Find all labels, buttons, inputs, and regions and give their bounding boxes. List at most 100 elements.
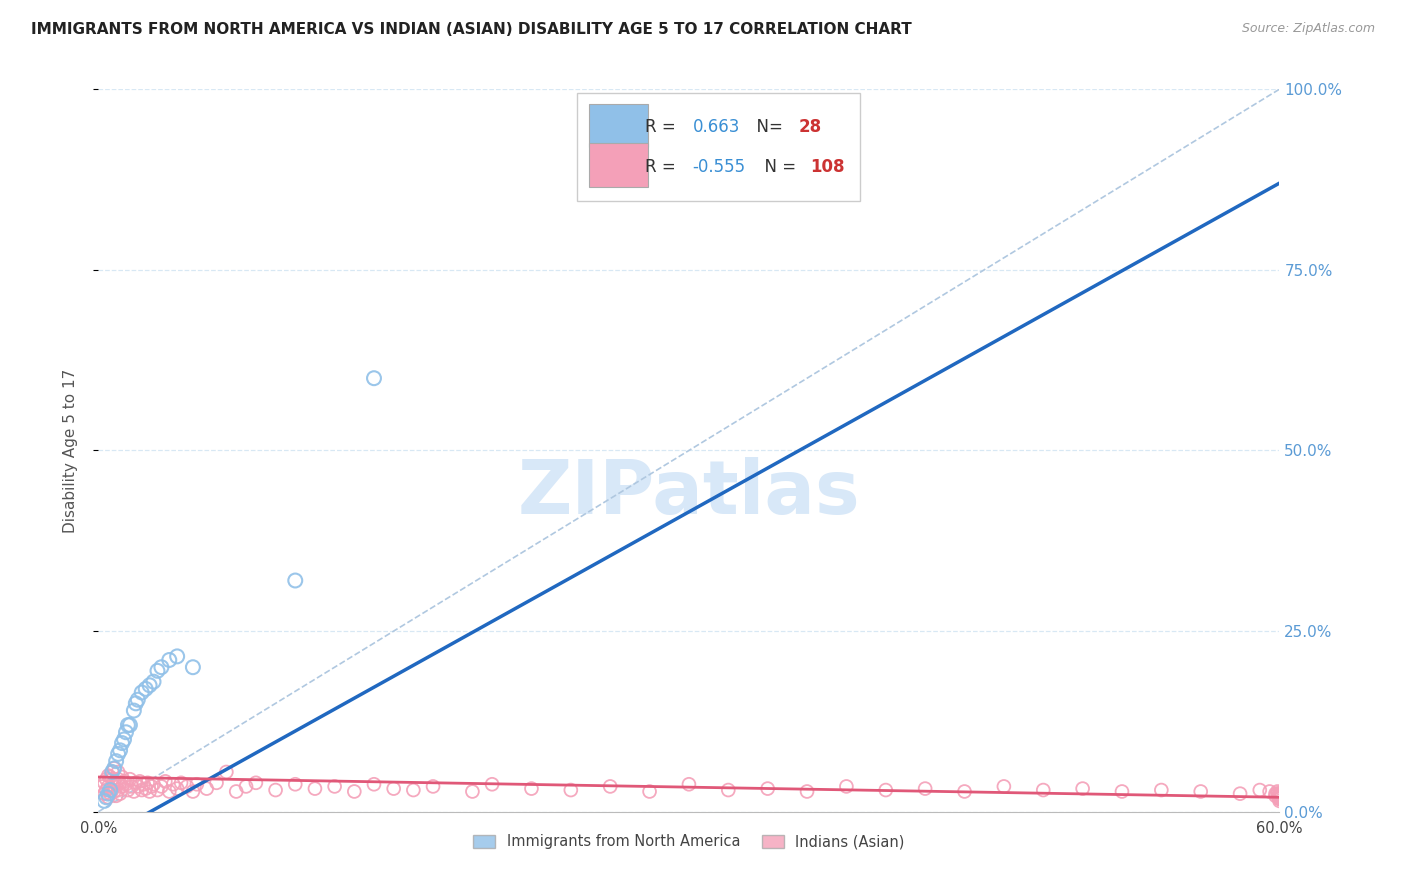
- Text: N=: N=: [745, 118, 787, 136]
- Legend: Immigrants from North America, Indians (Asian): Immigrants from North America, Indians (…: [467, 829, 911, 855]
- Point: [157, 784, 180, 798]
- Point: [1268, 789, 1291, 803]
- Point: [105, 789, 128, 803]
- Point: [108, 776, 131, 790]
- Point: [1268, 787, 1291, 801]
- Point: [132, 777, 155, 791]
- Point: [1268, 794, 1291, 808]
- Point: [481, 777, 503, 791]
- Point: [108, 787, 131, 801]
- Point: [93, 776, 115, 790]
- Point: [953, 784, 976, 798]
- Point: [135, 681, 157, 696]
- Point: [96, 772, 118, 787]
- Point: [363, 371, 385, 385]
- Point: [678, 777, 700, 791]
- Point: [284, 574, 307, 588]
- Point: [138, 678, 160, 692]
- Point: [1268, 787, 1291, 801]
- Point: [98, 783, 121, 797]
- Point: [138, 784, 160, 798]
- Point: [142, 674, 165, 689]
- Point: [993, 780, 1015, 794]
- Point: [835, 780, 858, 794]
- Point: [235, 780, 257, 794]
- Point: [560, 783, 582, 797]
- Point: [181, 784, 204, 798]
- Text: R =: R =: [645, 158, 682, 176]
- Point: [176, 780, 198, 794]
- Point: [118, 772, 141, 787]
- Point: [125, 776, 148, 790]
- Point: [111, 736, 134, 750]
- Point: [284, 777, 307, 791]
- Point: [1268, 790, 1291, 805]
- Point: [181, 660, 204, 674]
- Point: [98, 770, 121, 784]
- Point: [103, 761, 125, 775]
- Point: [195, 781, 218, 796]
- Point: [225, 784, 247, 798]
- Point: [155, 774, 177, 789]
- Point: [111, 780, 134, 794]
- Point: [97, 769, 120, 783]
- Point: [166, 781, 188, 796]
- Point: [141, 780, 163, 794]
- Point: [117, 718, 139, 732]
- Point: [1268, 790, 1291, 805]
- Point: [1267, 784, 1289, 798]
- Point: [101, 764, 124, 779]
- FancyBboxPatch shape: [589, 103, 648, 147]
- Point: [1111, 784, 1133, 798]
- Point: [115, 725, 138, 739]
- Point: [93, 787, 115, 801]
- Point: [1032, 783, 1054, 797]
- Point: [422, 780, 444, 794]
- Point: [101, 764, 124, 779]
- Point: [127, 692, 149, 706]
- Point: [363, 777, 385, 791]
- Text: N =: N =: [754, 158, 801, 176]
- Point: [1264, 787, 1286, 801]
- Point: [1268, 790, 1291, 805]
- Point: [105, 777, 128, 791]
- Point: [150, 660, 173, 674]
- Text: Source: ZipAtlas.com: Source: ZipAtlas.com: [1241, 22, 1375, 36]
- Point: [162, 777, 184, 791]
- Point: [756, 781, 779, 796]
- Point: [91, 780, 114, 794]
- Point: [127, 780, 149, 794]
- Text: 108: 108: [811, 158, 845, 176]
- Point: [914, 781, 936, 796]
- Point: [97, 790, 120, 805]
- Point: [1258, 784, 1281, 798]
- Point: [98, 787, 121, 801]
- Point: [117, 783, 139, 797]
- Point: [111, 770, 134, 784]
- Point: [146, 783, 169, 797]
- Point: [107, 783, 129, 797]
- Point: [107, 764, 129, 779]
- Point: [717, 783, 740, 797]
- Point: [205, 776, 228, 790]
- Point: [157, 653, 180, 667]
- Point: [1268, 787, 1291, 801]
- Point: [125, 696, 148, 710]
- Point: [107, 747, 129, 761]
- Y-axis label: Disability Age 5 to 17: Disability Age 5 to 17: [63, 368, 77, 533]
- Point: [638, 784, 661, 798]
- Point: [1268, 790, 1291, 805]
- Point: [382, 781, 405, 796]
- Point: [166, 649, 188, 664]
- Point: [1189, 784, 1212, 798]
- Point: [146, 664, 169, 678]
- Point: [97, 780, 120, 794]
- Point: [215, 764, 238, 779]
- Point: [1268, 791, 1291, 805]
- Point: [108, 743, 131, 757]
- Text: -0.555: -0.555: [693, 158, 745, 176]
- Point: [122, 704, 145, 718]
- Point: [1071, 781, 1094, 796]
- Point: [103, 761, 125, 775]
- Point: [323, 780, 346, 794]
